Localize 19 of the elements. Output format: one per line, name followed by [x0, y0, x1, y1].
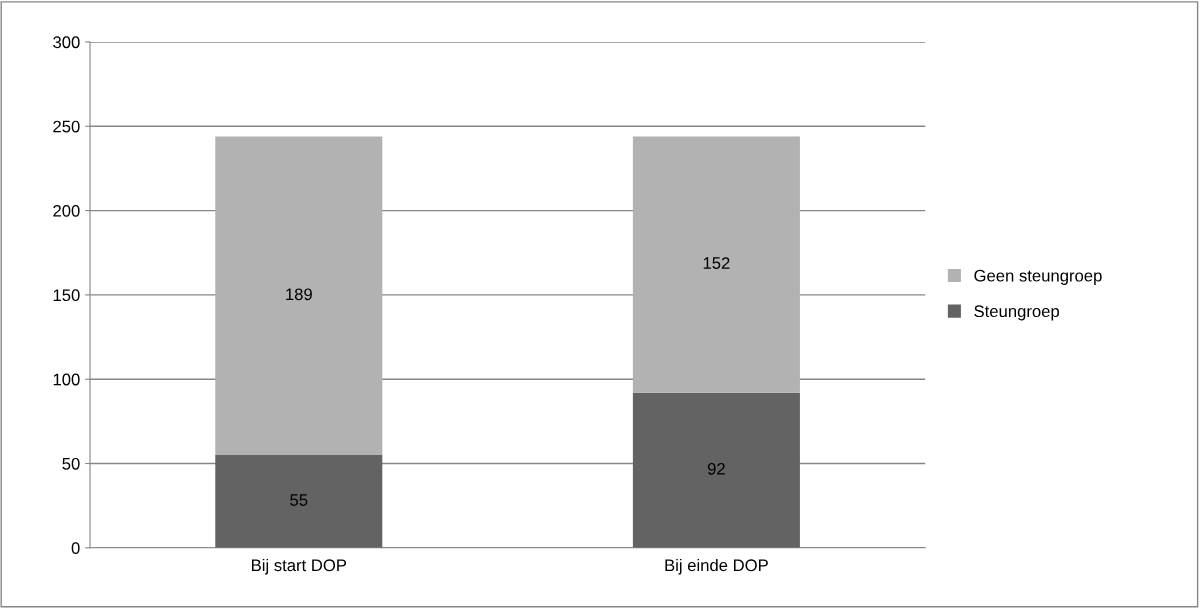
bar: [632, 392, 800, 548]
y-tick-label: 250: [53, 120, 80, 133]
bar: [215, 136, 383, 456]
data-label: 92: [707, 462, 725, 475]
x-tick-label: Bij einde DOP: [665, 558, 768, 575]
y-tick-label: 0: [71, 542, 80, 555]
y-tick-label: 100: [53, 373, 80, 386]
y-tick-label: 200: [53, 204, 80, 217]
legend-label: Geen steungroep: [974, 269, 1102, 285]
bar: [215, 455, 383, 548]
legend-label: Steungroep: [974, 305, 1060, 321]
data-label: 189: [286, 288, 312, 301]
y-tick-label: 50: [62, 457, 80, 470]
data-label: 55: [290, 494, 308, 506]
y-tick-label: 300: [53, 36, 80, 49]
y-tick-label: 150: [53, 289, 80, 302]
x-tick-label: Bij start DOP: [252, 558, 347, 575]
bar: [632, 136, 800, 393]
data-label: 152: [703, 257, 730, 269]
